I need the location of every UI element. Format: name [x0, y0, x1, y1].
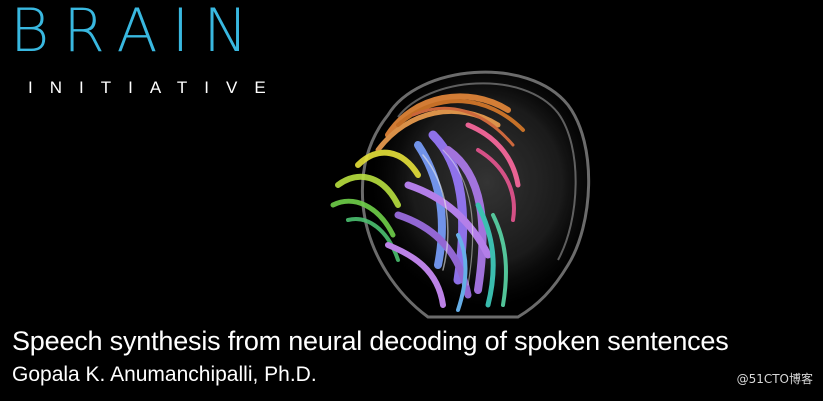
talk-title: Speech synthesis from neural decoding of… [12, 326, 729, 356]
logo-subtitle: INITIATIVE [28, 78, 283, 97]
talk-author: Gopala K. Anumanchipalli, Ph.D. [12, 363, 317, 386]
logo-title: BRAIN [10, 0, 263, 66]
brain-tractography-icon [330, 70, 591, 319]
watermark-text: @51CTO博客 [736, 372, 813, 386]
